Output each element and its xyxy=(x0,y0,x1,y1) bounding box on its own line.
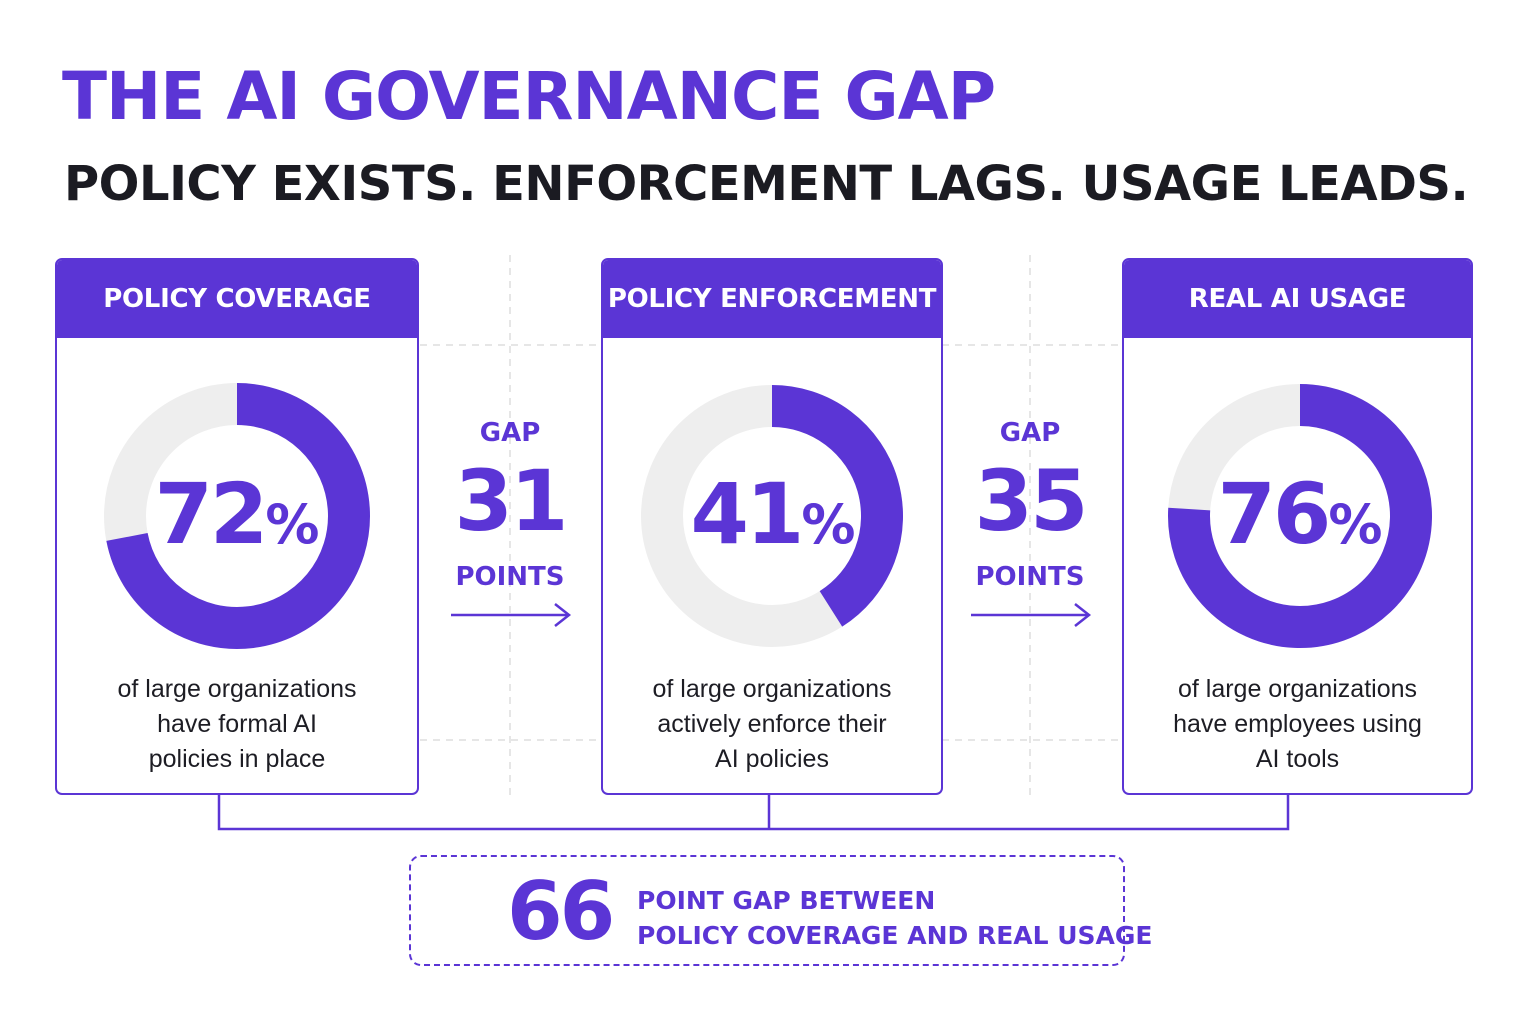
card-policy-coverage: POLICY COVERAGE 72% of large organizatio… xyxy=(55,258,419,795)
summary-line: POLICY COVERAGE AND REAL USAGE xyxy=(637,921,1153,950)
donut-value: 41 xyxy=(690,465,804,563)
gap-unit: POINTS xyxy=(975,562,1085,592)
summary-line: POINT GAP BETWEEN xyxy=(637,886,936,915)
donut-unit: % xyxy=(265,493,320,556)
gap-value: 35 xyxy=(974,452,1089,550)
donut-value: 72 xyxy=(154,465,268,563)
desc-line: have formal AI xyxy=(157,710,317,738)
donut-unit: % xyxy=(801,493,856,556)
page-title: THE AI GOVERNANCE GAP xyxy=(62,58,996,135)
desc-line: policies in place xyxy=(148,745,326,773)
desc-line: of large organizations xyxy=(117,675,357,703)
card-header: POLICY ENFORCEMENT xyxy=(603,260,941,338)
gap-indicator-coverage-enforcement: GAP 31 POINTS xyxy=(425,418,595,638)
donut-arc xyxy=(106,383,370,649)
card-real-ai-usage: REAL AI USAGE 76% of large organizations… xyxy=(1122,258,1473,795)
donut-unit: % xyxy=(1328,493,1383,556)
card-description: of large organizations have employees us… xyxy=(1124,672,1471,777)
card-header: POLICY COVERAGE xyxy=(57,260,417,338)
arrow-right-icon xyxy=(971,603,1092,627)
arrow-right-icon xyxy=(451,603,572,627)
donut-value-label: 41% xyxy=(623,465,923,563)
desc-line: of large organizations xyxy=(652,675,892,703)
desc-line: of large organizations xyxy=(1177,675,1418,703)
summary-total-gap: 66 POINT GAP BETWEEN POLICY COVERAGE AND… xyxy=(409,855,1153,966)
gap-label: GAP xyxy=(479,418,541,448)
desc-line: AI policies xyxy=(715,745,829,773)
desc-line: have employees using xyxy=(1173,710,1422,738)
donut-chart-real-ai-usage xyxy=(1168,384,1432,648)
donut-arc xyxy=(771,385,903,627)
donut-value-label: 76% xyxy=(1150,465,1450,563)
gap-indicator-enforcement-usage: GAP 35 POINTS xyxy=(945,418,1115,638)
donut-value: 76 xyxy=(1217,465,1331,563)
donut-arc xyxy=(1168,384,1432,648)
gap-unit: POINTS xyxy=(455,562,565,592)
card-policy-enforcement: POLICY ENFORCEMENT 41% of large organiza… xyxy=(601,258,943,795)
summary-description: POINT GAP BETWEEN POLICY COVERAGE AND RE… xyxy=(637,883,1153,953)
gap-value: 31 xyxy=(454,452,569,550)
donut-chart-policy-coverage xyxy=(104,383,370,649)
summary-value: 66 xyxy=(507,865,615,958)
card-header: REAL AI USAGE xyxy=(1124,260,1471,338)
page-subtitle: POLICY EXISTS. ENFORCEMENT LAGS. USAGE L… xyxy=(64,156,1469,212)
card-description: of large organizations have formal AI po… xyxy=(57,672,417,777)
card-description: of large organizations actively enforce … xyxy=(603,672,941,777)
desc-line: actively enforce their xyxy=(657,710,887,738)
gap-label: GAP xyxy=(999,418,1061,448)
donut-value-label: 72% xyxy=(87,465,387,563)
donut-chart-policy-enforcement xyxy=(641,385,903,647)
desc-line: AI tools xyxy=(1255,745,1340,773)
